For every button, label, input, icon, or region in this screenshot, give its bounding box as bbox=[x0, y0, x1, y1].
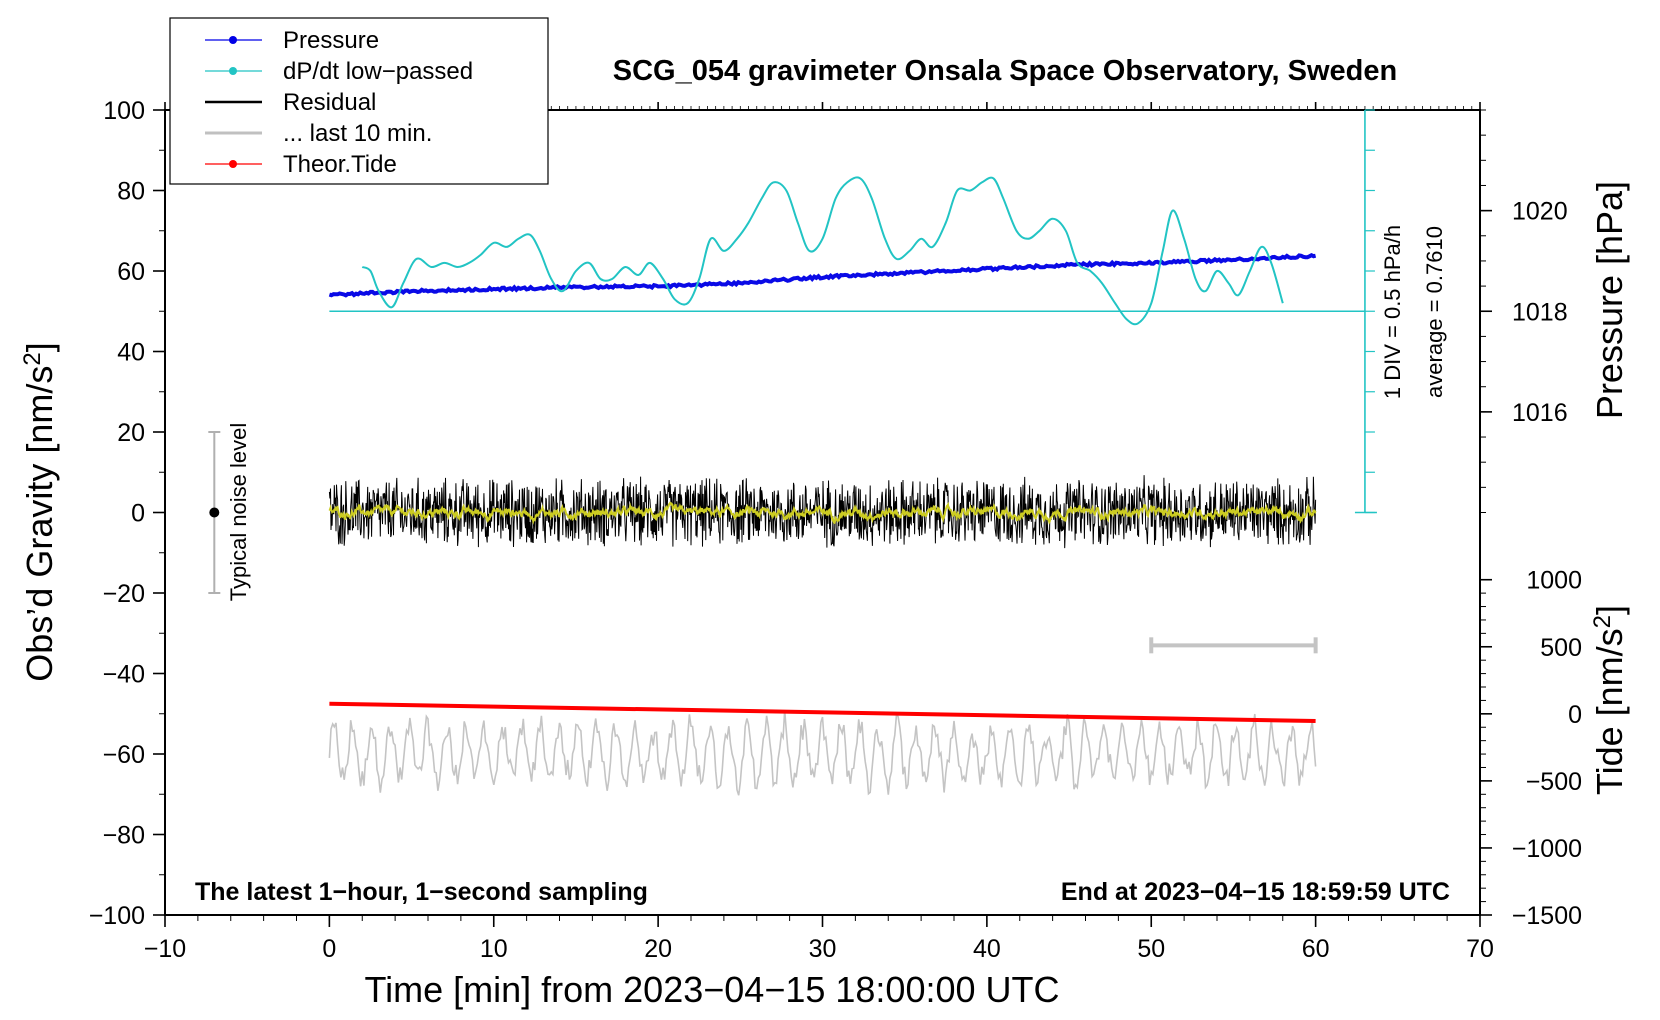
tide-series bbox=[329, 701, 1316, 723]
legend-label: Residual bbox=[283, 89, 376, 116]
x-tick-label: 0 bbox=[322, 935, 336, 963]
x-tick-label: 60 bbox=[1302, 935, 1330, 963]
noise-bar-center-point bbox=[209, 507, 220, 518]
legend-entry: Pressure bbox=[205, 27, 379, 54]
pressure-axis-label: Pressure [hPa] bbox=[1589, 181, 1630, 419]
tide-tick-label: −500 bbox=[1526, 768, 1582, 796]
dpdt-series bbox=[361, 176, 1284, 326]
scale-average-label: average = 0.7610 bbox=[1422, 226, 1447, 398]
y-tick-label: 80 bbox=[117, 178, 145, 206]
noise-level-label: Typical noise level bbox=[226, 423, 251, 602]
y-tick-labels: 100 80 60 40 20 0 −20 −40 −60 −80 −100 bbox=[89, 97, 145, 930]
x-tick-label: 50 bbox=[1137, 935, 1165, 963]
y-tick-label: 100 bbox=[103, 97, 145, 125]
y-tick-label: −80 bbox=[103, 822, 145, 850]
tide-tick-label: 0 bbox=[1568, 701, 1582, 729]
tide-axis-label: Tide [nm/s2] bbox=[1589, 605, 1630, 795]
last10-trace bbox=[328, 709, 1317, 796]
tide-tick-label: −1500 bbox=[1512, 902, 1582, 930]
y-axis-label: Obs’d Gravity [nm/s2] bbox=[19, 342, 60, 681]
x-tick-label: 20 bbox=[644, 935, 672, 963]
pressure-tick-label: 1018 bbox=[1512, 298, 1568, 326]
y-tick-label: 40 bbox=[117, 339, 145, 367]
y-tick-label: −40 bbox=[103, 661, 145, 689]
legend-marker bbox=[229, 67, 237, 75]
scale-div-label: 1 DIV = 0.5 hPa/h bbox=[1380, 225, 1405, 399]
pressure-tick-label: 1016 bbox=[1512, 399, 1568, 427]
x-tick-label: 40 bbox=[973, 935, 1001, 963]
last10-range-bar bbox=[1149, 637, 1318, 654]
legend-marker bbox=[229, 36, 237, 44]
x-tick-label: −10 bbox=[144, 935, 186, 963]
residual-trace bbox=[328, 475, 1317, 549]
x-tick-label: 70 bbox=[1466, 935, 1494, 963]
tide-tick-labels: 1000 500 0 −500 −1000 −1500 bbox=[1512, 567, 1582, 930]
legend-label: Theor.Tide bbox=[283, 151, 397, 178]
x-tick-label: 10 bbox=[480, 935, 508, 963]
x-tick-label: 30 bbox=[809, 935, 837, 963]
y-tick-label: 0 bbox=[131, 500, 145, 528]
legend-marker bbox=[229, 160, 237, 168]
dpdt-scale-bar bbox=[329, 109, 1377, 514]
legend-label: Pressure bbox=[283, 27, 379, 54]
tide-tick-label: 1000 bbox=[1526, 567, 1582, 595]
legend-entry: dP/dt low−passed bbox=[205, 58, 473, 85]
legend-label: ... last 10 min. bbox=[283, 120, 432, 147]
y-tick-label: −60 bbox=[103, 741, 145, 769]
tide-tick-label: −1000 bbox=[1512, 835, 1582, 863]
x-tick-labels: −10 0 10 20 30 40 50 60 70 bbox=[144, 935, 1494, 963]
legend-label: dP/dt low−passed bbox=[283, 58, 473, 85]
tide-tick-label: 500 bbox=[1540, 634, 1582, 662]
y-tick-label: −100 bbox=[89, 902, 145, 930]
chart-title: SCG_054 gravimeter Onsala Space Observat… bbox=[613, 55, 1397, 87]
pressure-series bbox=[328, 252, 1317, 298]
pressure-tick-label: 1020 bbox=[1512, 198, 1568, 226]
noise-level-bar bbox=[208, 431, 221, 594]
legend-entry: ... last 10 min. bbox=[205, 120, 432, 147]
axis-ticks bbox=[153, 102, 1492, 927]
legend-entry: Theor.Tide bbox=[205, 151, 397, 178]
pressure-tick-labels: 1020 1018 1016 bbox=[1512, 198, 1568, 427]
legend-entry: Residual bbox=[205, 89, 376, 116]
y-tick-label: −20 bbox=[103, 580, 145, 608]
x-axis-label: Time [min] from 2023−04−15 18:00:00 UTC bbox=[364, 969, 1059, 1010]
end-time-annotation: End at 2023−04−15 18:59:59 UTC bbox=[1061, 878, 1450, 906]
sampling-annotation: The latest 1−hour, 1−second sampling bbox=[195, 878, 648, 906]
residual-smoothed-trace bbox=[328, 501, 1317, 525]
legend: Pressure dP/dt low−passed Residual ... last… bbox=[169, 17, 549, 185]
series-layer bbox=[328, 176, 1318, 796]
y-tick-label: 20 bbox=[117, 419, 145, 447]
y-tick-label: 60 bbox=[117, 258, 145, 286]
